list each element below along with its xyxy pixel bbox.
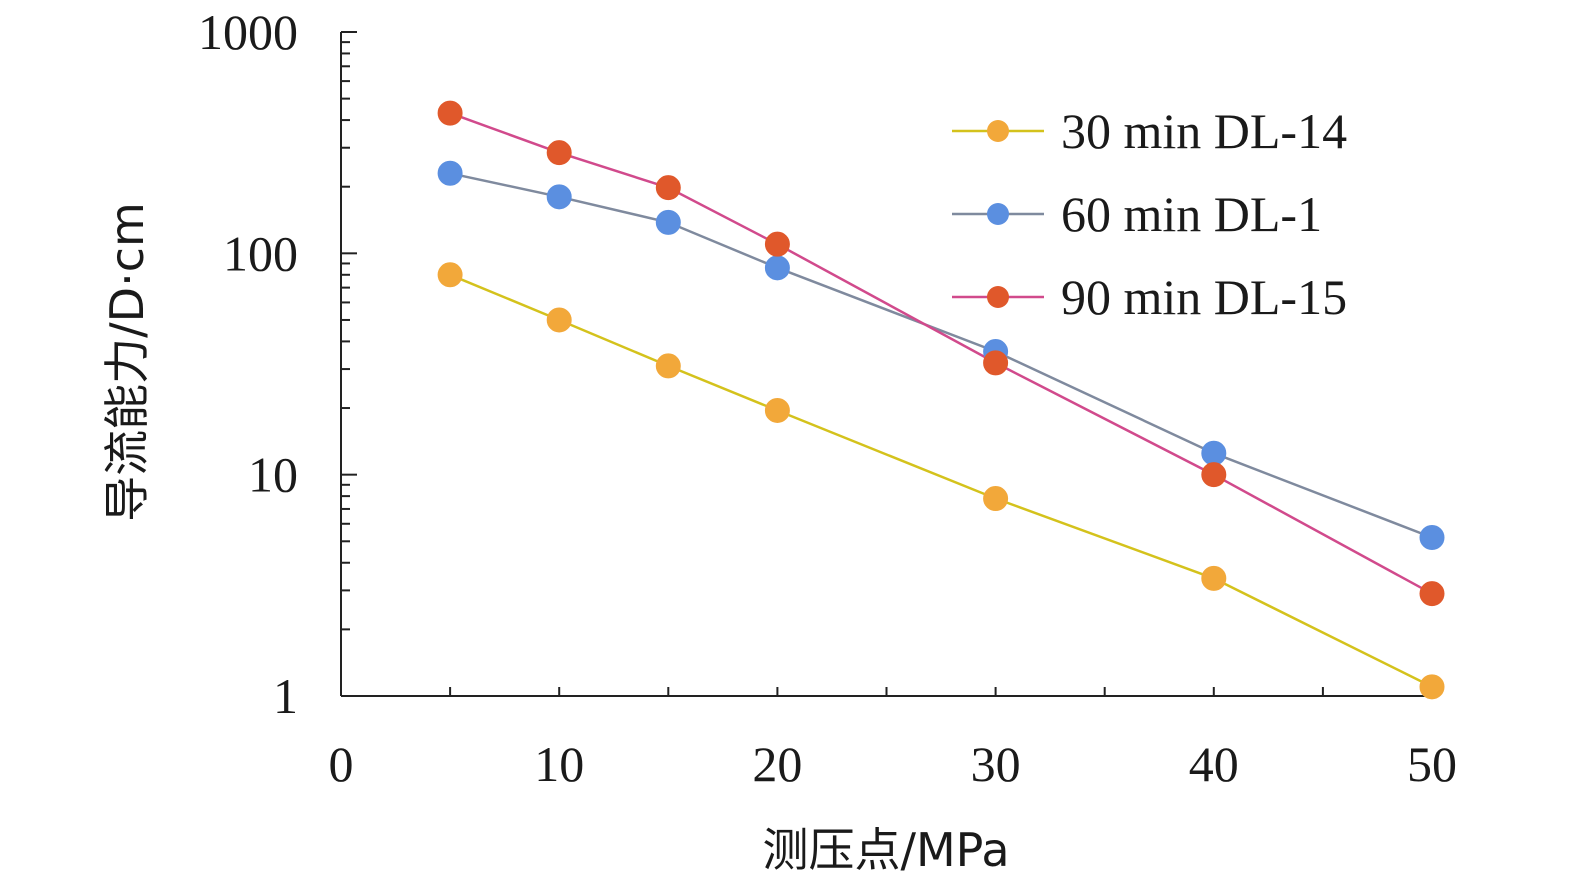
x-tick-label: 0: [329, 736, 354, 792]
data-point: [983, 486, 1009, 512]
legend-marker: [987, 286, 1009, 308]
data-point: [655, 353, 681, 379]
legend-label: 60 min DL-1: [1061, 186, 1322, 242]
data-point: [655, 209, 681, 235]
data-point: [983, 350, 1009, 376]
y-tick-label: 100: [223, 225, 298, 281]
y-tick-label: 1000: [198, 4, 298, 60]
data-point: [437, 100, 463, 126]
data-point: [655, 175, 681, 201]
x-ticks: 0 10 20 30 40 50: [329, 687, 1457, 792]
x-tick-label: 20: [752, 736, 802, 792]
y-tick-label: 1: [273, 668, 298, 724]
data-point: [764, 231, 790, 257]
legend: 30 min DL-14 60 min DL-1 90 min DL-15: [952, 103, 1347, 325]
x-tick-label: 50: [1407, 736, 1457, 792]
data-point: [1419, 674, 1445, 700]
data-point: [764, 397, 790, 423]
data-point: [437, 160, 463, 186]
data-point: [546, 140, 572, 166]
data-point: [1201, 565, 1227, 591]
data-point: [1201, 440, 1227, 466]
data-point: [1201, 462, 1227, 488]
series-points: [437, 100, 1445, 700]
data-point: [764, 255, 790, 281]
data-point: [546, 307, 572, 333]
legend-marker: [987, 120, 1009, 142]
legend-label: 30 min DL-14: [1061, 103, 1347, 159]
data-point: [546, 184, 572, 210]
x-axis-title: 测压点/MPa: [762, 823, 1009, 877]
x-tick-label: 40: [1189, 736, 1239, 792]
data-point: [437, 262, 463, 288]
data-point: [1419, 581, 1445, 607]
y-ticks: 1 10 100 1000: [198, 4, 357, 724]
legend-label: 90 min DL-15: [1061, 269, 1347, 325]
y-axis-title: 导流能力/D·cm: [100, 202, 154, 522]
x-tick-label: 10: [534, 736, 584, 792]
y-tick-label: 10: [248, 447, 298, 503]
data-point: [1419, 525, 1445, 551]
legend-marker: [987, 203, 1009, 225]
x-tick-label: 30: [971, 736, 1021, 792]
